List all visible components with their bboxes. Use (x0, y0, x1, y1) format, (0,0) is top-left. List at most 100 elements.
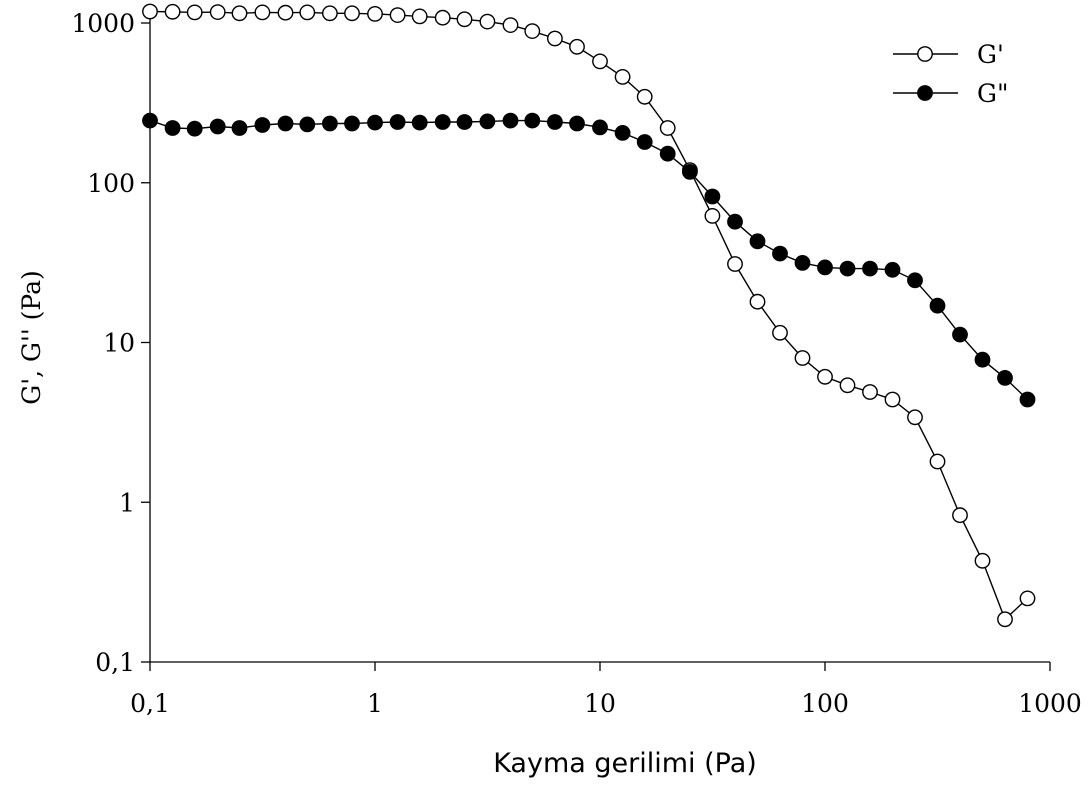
g-prime-point (367, 5, 383, 22)
g-double-prime-point (727, 213, 743, 230)
g-prime-point (614, 69, 631, 85)
g-prime-point (164, 3, 181, 20)
g-double-prime-point (389, 114, 406, 130)
g-double-prime-point (614, 124, 631, 141)
g-double-prime-point (502, 112, 519, 129)
g-double-prime-point (772, 245, 788, 262)
g-prime-point (839, 377, 856, 394)
g-double-prime-point (231, 120, 248, 136)
axis-labels: Kayma gerilimi (Pa) G', G'' (Pa) (17, 270, 757, 779)
g-prime-point (659, 120, 676, 136)
g-double-prime-point (817, 259, 833, 276)
g-prime-point (817, 368, 833, 385)
g-prime-point (727, 256, 743, 272)
g-double-prime-point (1019, 391, 1036, 408)
g-prime-point (299, 4, 316, 21)
g-double-prime-point (569, 115, 585, 132)
g-prime-point (569, 38, 585, 55)
g-double-prime-point (164, 120, 181, 136)
g-prime-point (636, 88, 653, 105)
g-prime-point (456, 11, 473, 28)
y-tick-label: 1000 (71, 9, 135, 38)
legend-marker (917, 85, 933, 101)
series-g-double-prime (142, 112, 1036, 408)
x-tick-label: 1000 (1018, 689, 1082, 718)
g-double-prime-point (929, 297, 946, 314)
x-tick-label: 100 (801, 689, 849, 718)
g-double-prime-point (456, 114, 473, 130)
y-tick-label: 0,1 (95, 648, 135, 677)
g-double-prime-line (149, 119, 1028, 401)
g-prime-line (149, 10, 1028, 621)
g-prime-point (502, 17, 519, 34)
g-prime-point (277, 4, 294, 21)
g-double-prime-point (884, 261, 901, 278)
g-prime-point (704, 207, 721, 224)
g-double-prime-point (209, 118, 226, 135)
legend: G' G" (893, 40, 1008, 108)
g-double-prime-point (592, 119, 608, 136)
g-prime-point (749, 293, 766, 310)
g-prime-point (997, 611, 1013, 628)
legend-label: G" (977, 79, 1008, 108)
g-double-prime-point (434, 114, 451, 130)
g-prime-point (772, 324, 788, 341)
g-prime-point (592, 53, 608, 70)
g-double-prime-point (749, 233, 766, 250)
g-double-prime-point (254, 117, 271, 133)
g-prime-point (254, 4, 271, 21)
x-tick-label: 1 (367, 689, 383, 718)
axes: 0,1 1 10 100 1000 0,1 1 10 100 1000 (71, 9, 1081, 718)
g-double-prime-point (659, 145, 676, 162)
g-double-prime-point (299, 116, 316, 133)
y-tick-label: 100 (87, 169, 135, 198)
g-double-prime-point (794, 254, 811, 271)
x-tick-label: 0,1 (130, 689, 170, 718)
x-axis-title: Kayma gerilimi (Pa) (493, 748, 757, 779)
g-prime-point (344, 5, 360, 22)
g-prime-point (862, 384, 878, 400)
g-prime-point (907, 409, 923, 426)
legend-label: G' (977, 40, 1004, 69)
g-prime-point (209, 4, 226, 21)
x-tick-label: 10 (584, 689, 616, 718)
y-tick-label: 10 (103, 329, 135, 358)
g-double-prime-point (547, 114, 563, 130)
g-double-prime-point (704, 188, 721, 205)
g-double-prime-point (952, 326, 968, 343)
g-double-prime-point (682, 163, 698, 180)
g-double-prime-point (974, 351, 991, 368)
g-prime-point (321, 5, 338, 22)
g-prime-point (389, 7, 406, 24)
g-double-prime-point (839, 260, 856, 277)
g-prime-point (929, 453, 946, 470)
g-prime-point (794, 350, 811, 366)
g-double-prime-point (186, 120, 203, 137)
g-double-prime-point (142, 112, 158, 129)
g-double-prime-point (862, 260, 878, 277)
g-double-prime-point (277, 115, 294, 132)
y-tick-label: 1 (119, 488, 135, 517)
g-double-prime-point (997, 369, 1013, 386)
g-double-prime-point (524, 112, 541, 129)
series-g-prime (142, 3, 1036, 628)
g-prime-point (411, 8, 428, 25)
g-double-prime-point (411, 114, 428, 131)
g-prime-point (142, 3, 158, 20)
g-prime-point (434, 9, 451, 26)
g-double-prime-point (344, 115, 360, 132)
g-prime-point (231, 5, 248, 22)
g-prime-point (524, 23, 541, 40)
y-axis-title: G', G'' (Pa) (17, 270, 46, 405)
g-double-prime-point (636, 134, 653, 150)
legend-marker (917, 46, 933, 62)
g-double-prime-point (479, 113, 496, 130)
g-prime-point (884, 391, 901, 408)
g-prime-point (1019, 590, 1036, 607)
g-prime-point (547, 30, 563, 47)
g-double-prime-point (907, 272, 923, 289)
g-double-prime-point (367, 114, 383, 131)
g-prime-point (974, 552, 991, 569)
g-prime-point (952, 507, 968, 524)
